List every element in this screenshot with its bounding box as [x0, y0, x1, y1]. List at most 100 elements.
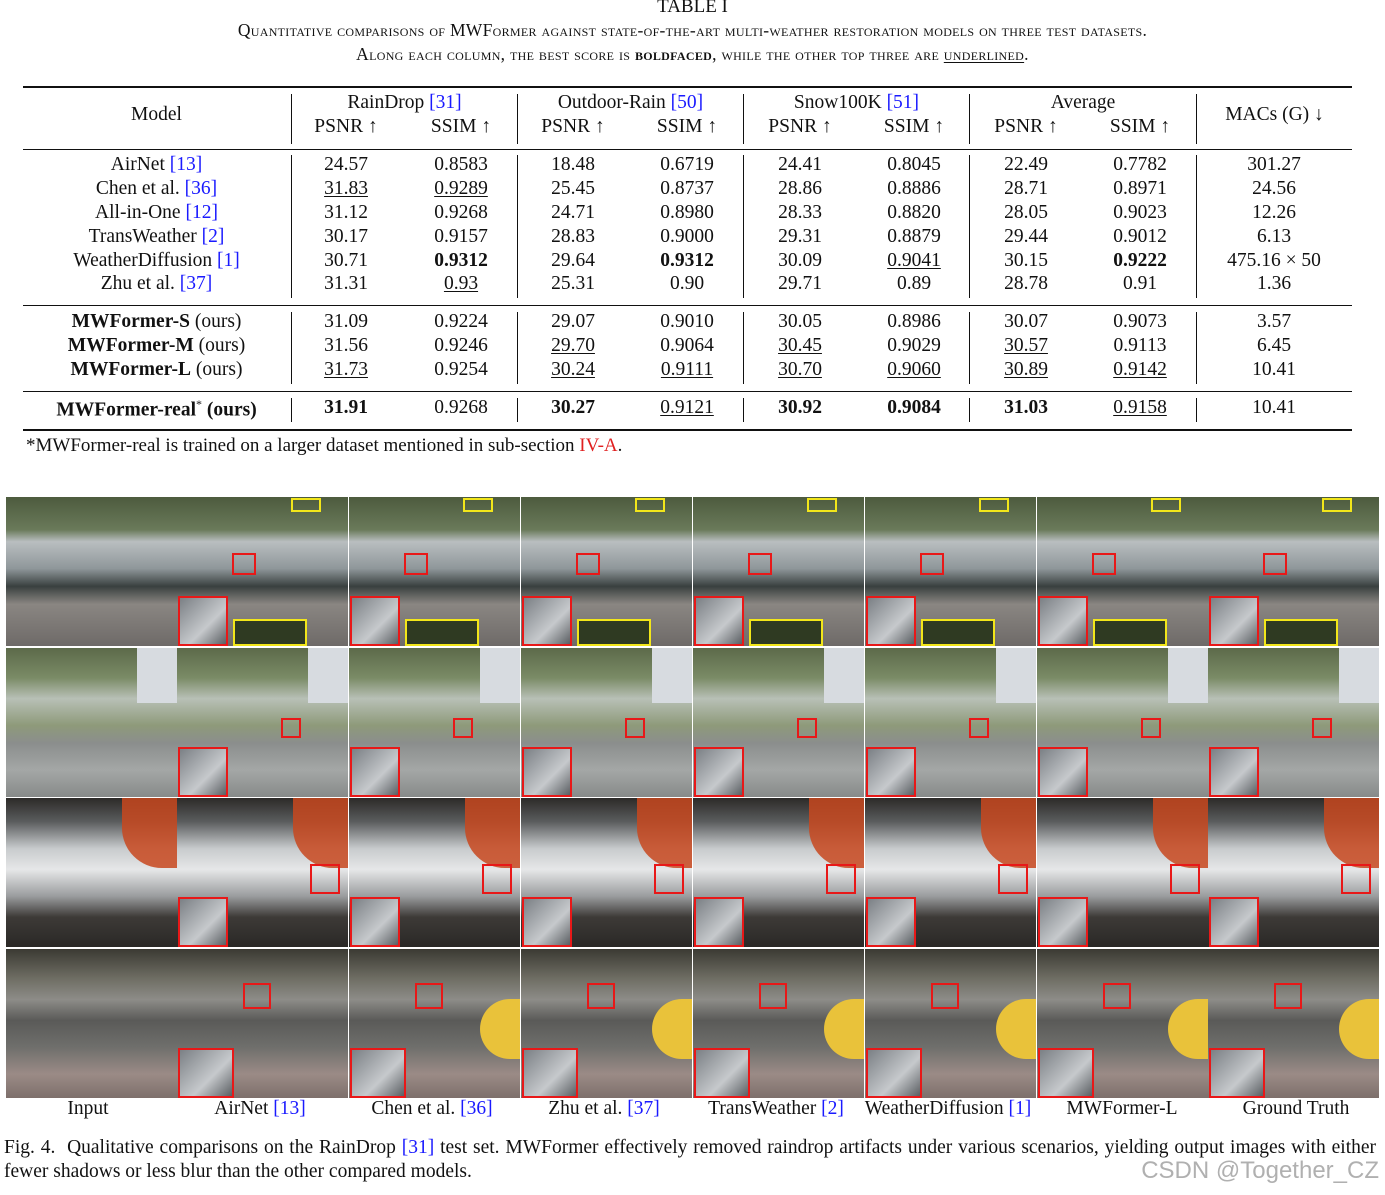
model-suffix: (ours)	[206, 399, 257, 421]
table-cell: 30.92	[778, 397, 822, 418]
row-model-mwformer-real: MWFormer-real* (ours)	[24, 397, 289, 422]
vsep	[969, 155, 970, 298]
table-cell: 0.9157	[434, 226, 488, 247]
result-image	[1037, 497, 1208, 646]
col-label-chen: Chen et al. [36]	[346, 1098, 518, 1120]
result-image	[521, 798, 692, 947]
header-outdoor-ref[interactable]: [50]	[670, 92, 704, 113]
orange-car-shape	[637, 798, 692, 868]
zoom-inset	[350, 747, 400, 797]
vsep	[1196, 398, 1197, 422]
table-caption-text: Quantitative comparisons of MWFormer aga…	[237, 20, 1148, 40]
col-label-ref[interactable]: [1]	[1008, 1098, 1032, 1119]
table-cell: 25.45	[551, 178, 595, 199]
zoom-region-box	[243, 983, 271, 1009]
vsep	[1196, 94, 1197, 144]
col-label-ground-truth: Ground Truth	[1210, 1098, 1382, 1120]
table-cell: 29.07	[551, 311, 595, 332]
zoom-inset	[694, 596, 744, 646]
result-image	[1037, 949, 1208, 1098]
model-name: MWFormer-real	[56, 399, 196, 421]
header-psnr: PSNR ↑	[314, 116, 378, 137]
table-cell: 0.9268	[434, 397, 488, 418]
header-ssim: SSIM ↑	[883, 116, 945, 137]
table-cell: 25.31	[551, 273, 595, 294]
result-image	[865, 949, 1036, 1098]
col-label-transweather: TransWeather [2]	[690, 1098, 862, 1120]
table-cell: 22.49	[1004, 154, 1048, 175]
model-ref[interactable]: [37]	[179, 273, 213, 294]
table-cell: 0.8986	[887, 311, 941, 332]
result-image	[1037, 798, 1208, 947]
model-ref[interactable]: [13]	[169, 154, 203, 175]
table-cell: 0.9073	[1113, 311, 1167, 332]
row-model-allinone: All-in-One [12]	[24, 202, 289, 224]
zoom-region-box	[969, 718, 989, 738]
vsep	[291, 398, 292, 422]
vsep	[743, 398, 744, 422]
zoom-inset	[1038, 596, 1088, 646]
col-label-ref[interactable]: [36]	[460, 1098, 493, 1119]
table-cell: 0.8980	[660, 202, 714, 223]
zoom-region-box	[1274, 983, 1302, 1009]
col-label-text: Ground Truth	[1242, 1098, 1350, 1119]
zoom-inset	[1209, 1048, 1265, 1098]
footnote-ref[interactable]: IV-A	[579, 435, 618, 456]
header-raindrop-ref[interactable]: [31]	[429, 92, 462, 113]
table-cell: 0.9312	[660, 250, 714, 271]
result-image	[865, 798, 1036, 947]
zoom-inset	[866, 747, 916, 797]
table-cell: 6.45	[1256, 335, 1292, 356]
figure-caption-text-b: test set. MWFormer effectively removed r…	[4, 1137, 1377, 1182]
model-name: TransWeather	[88, 226, 197, 247]
table-cell: 1.36	[1256, 273, 1292, 294]
table-cell: 0.9111	[660, 359, 714, 380]
vsep	[517, 312, 518, 384]
table-cell: 30.09	[778, 250, 822, 271]
orange-car-shape	[122, 798, 177, 868]
table-cell: 0.9084	[887, 397, 941, 418]
table-cell: 0.9029	[887, 335, 941, 356]
row-model-mwformer-l: MWFormer-L (ours)	[24, 359, 289, 381]
col-label-ref[interactable]: [37]	[627, 1098, 660, 1119]
zoom-region-box-yellow	[1151, 498, 1181, 512]
header-psnr: PSNR ↑	[994, 116, 1058, 137]
col-label-zhu: Zhu et al. [37]	[518, 1098, 690, 1120]
model-ref[interactable]: [2]	[201, 226, 225, 247]
result-image	[6, 648, 177, 797]
header-snow-ref[interactable]: [51]	[886, 92, 920, 113]
orange-car-shape	[1324, 798, 1379, 868]
table-cell: 0.93	[443, 273, 479, 294]
col-label-text: Chen et al.	[371, 1098, 456, 1119]
model-ref[interactable]: [36]	[184, 178, 218, 199]
zoom-inset-yellow	[749, 619, 823, 646]
zoom-region-box	[404, 553, 428, 575]
table-cell: 0.9142	[1113, 359, 1167, 380]
zoom-region-box	[625, 718, 645, 738]
table-cell: 0.9000	[660, 226, 714, 247]
figure-caption-ref[interactable]: [31]	[401, 1137, 435, 1158]
sky-shape	[1168, 648, 1208, 703]
header-outdoor-rain: Outdoor-Rain [50]	[518, 92, 743, 114]
table-cell: 29.31	[778, 226, 822, 247]
table-cell: 0.9222	[1113, 250, 1167, 271]
model-name: MWFormer-L	[70, 359, 192, 380]
table-cell: 0.9012	[1113, 226, 1167, 247]
table-label: TABLE I	[657, 0, 728, 17]
table-cell: 0.90	[669, 273, 705, 294]
figure-caption-text-a: Qualitative comparisons on the RainDrop	[67, 1137, 396, 1158]
result-image	[1208, 798, 1379, 947]
zoom-region-box	[998, 864, 1028, 894]
zoom-inset-yellow	[405, 619, 479, 646]
col-label-ref[interactable]: [2]	[821, 1098, 844, 1119]
model-ref[interactable]: [1]	[217, 250, 240, 271]
col-label-text: WeatherDiffusion	[864, 1098, 1004, 1119]
table-cell: 0.8583	[434, 154, 488, 175]
zoom-region-box	[748, 553, 772, 575]
col-label-ref[interactable]: [13]	[273, 1098, 306, 1119]
vsep	[291, 312, 292, 384]
model-ref[interactable]: [12]	[185, 202, 218, 223]
zoom-inset	[694, 747, 744, 797]
table-cell: 0.9060	[887, 359, 941, 380]
vsep	[1196, 155, 1197, 298]
